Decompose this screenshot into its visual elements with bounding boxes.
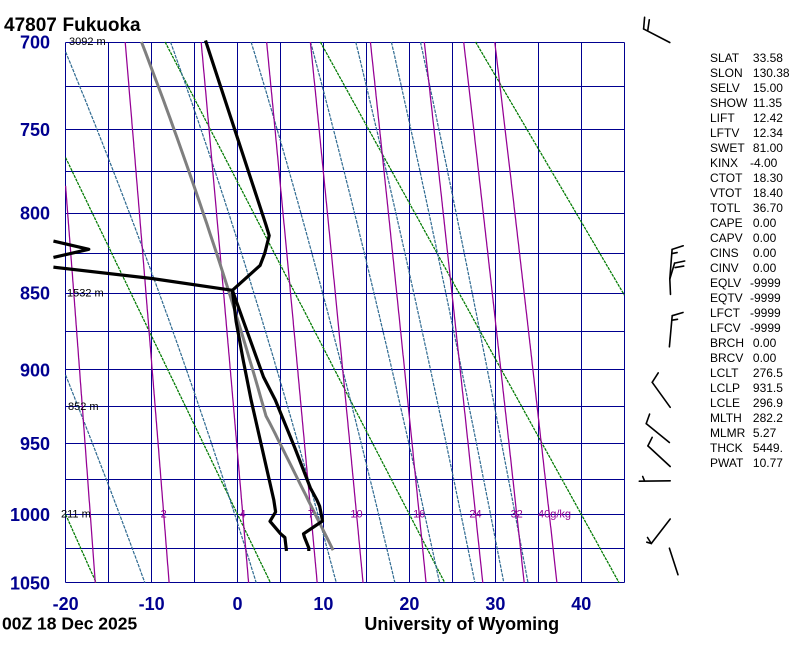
svg-text:0.00: 0.00 [753,351,777,365]
svg-text:LFTV: LFTV [710,126,739,140]
svg-text:7: 7 [308,509,314,521]
svg-text:950: 950 [20,434,50,454]
svg-text:12.42: 12.42 [753,111,783,125]
svg-text:10: 10 [350,509,362,521]
svg-text:900: 900 [20,360,50,380]
svg-text:SHOW: SHOW [710,96,748,110]
svg-text:2: 2 [161,509,167,521]
svg-text:276.5: 276.5 [753,366,783,380]
svg-text:CTOT: CTOT [710,171,743,185]
svg-text:18.40: 18.40 [753,186,783,200]
svg-text:LCLP: LCLP [710,381,740,395]
svg-text:KINX: KINX [710,156,738,170]
svg-text:296.9: 296.9 [753,396,783,410]
svg-text:1050: 1050 [10,573,50,593]
svg-text:Fukuoka: Fukuoka [63,15,142,36]
svg-text:-9999: -9999 [750,306,781,320]
svg-text:750: 750 [20,120,50,140]
svg-text:SELV: SELV [710,81,740,95]
svg-text:800: 800 [20,204,50,224]
svg-text:11.35: 11.35 [753,96,782,110]
svg-text:LCLT: LCLT [710,366,739,380]
svg-text:852 m: 852 m [68,401,99,413]
svg-text:1532 m: 1532 m [67,288,104,300]
svg-text:-9999: -9999 [750,291,781,305]
svg-text:SLON: SLON [710,66,743,80]
svg-text:LIFT: LIFT [710,111,735,125]
svg-text:15.00: 15.00 [753,81,783,95]
svg-text:EQTV: EQTV [710,291,743,305]
svg-text:CINV: CINV [710,261,739,275]
svg-text:CINS: CINS [710,246,739,260]
svg-text:24: 24 [469,509,481,521]
svg-text:VTOT: VTOT [710,186,742,200]
svg-text:3092 m: 3092 m [69,36,106,48]
svg-text:0.00: 0.00 [753,246,777,260]
svg-text:20: 20 [399,594,419,614]
svg-text:81.00: 81.00 [753,141,783,155]
svg-text:211 m: 211 m [61,508,91,520]
svg-text:LCLE: LCLE [710,396,740,410]
svg-text:0.00: 0.00 [753,216,777,230]
svg-text:33.58: 33.58 [753,51,783,65]
svg-text:EQLV: EQLV [710,276,741,290]
svg-text:-9999: -9999 [750,276,781,290]
svg-text:1000: 1000 [10,505,50,525]
svg-text:40g/kg: 40g/kg [538,509,571,521]
svg-text:850: 850 [20,284,50,304]
svg-text:16: 16 [413,509,425,521]
svg-text:SWET: SWET [710,141,745,155]
svg-text:10.77: 10.77 [753,456,783,470]
svg-text:36.70: 36.70 [753,201,783,215]
svg-text:TOTL: TOTL [710,201,741,215]
svg-text:LFCV: LFCV [710,321,741,335]
svg-text:4: 4 [240,509,246,521]
svg-text:-10: -10 [139,594,165,614]
svg-text:MLMR: MLMR [710,426,746,440]
svg-text:700: 700 [20,33,50,53]
svg-text:40: 40 [571,594,591,614]
svg-text:30: 30 [485,594,505,614]
svg-text:-20: -20 [53,594,79,614]
svg-text:MLTH: MLTH [710,411,742,425]
svg-text:CAPE: CAPE [710,216,743,230]
svg-text:SLAT: SLAT [710,51,740,65]
svg-text:10: 10 [313,594,333,614]
svg-text:130.38: 130.38 [753,66,790,80]
svg-text:-4.00: -4.00 [750,156,778,170]
svg-text:282.2: 282.2 [753,411,783,425]
svg-text:5449.: 5449. [753,441,783,455]
svg-text:CAPV: CAPV [710,231,743,245]
svg-text:0.00: 0.00 [753,336,777,350]
svg-text:BRCH: BRCH [710,336,744,350]
svg-text:THCK: THCK [710,441,743,455]
svg-text:BRCV: BRCV [710,351,743,365]
svg-text:12.34: 12.34 [753,126,783,140]
svg-text:18.30: 18.30 [753,171,783,185]
svg-text:University of Wyoming: University of Wyoming [364,614,559,634]
svg-text:00Z 18 Dec 2025: 00Z 18 Dec 2025 [2,614,138,634]
svg-text:5.27: 5.27 [753,426,777,440]
svg-text:931.5: 931.5 [753,381,783,395]
svg-text:47807: 47807 [4,15,57,36]
svg-text:32: 32 [511,509,523,521]
svg-text:-9999: -9999 [750,321,781,335]
svg-text:0.00: 0.00 [753,261,777,275]
svg-text:PWAT: PWAT [710,456,744,470]
svg-text:0: 0 [232,594,242,614]
svg-text:LFCT: LFCT [710,306,741,320]
svg-text:0.00: 0.00 [753,231,777,245]
